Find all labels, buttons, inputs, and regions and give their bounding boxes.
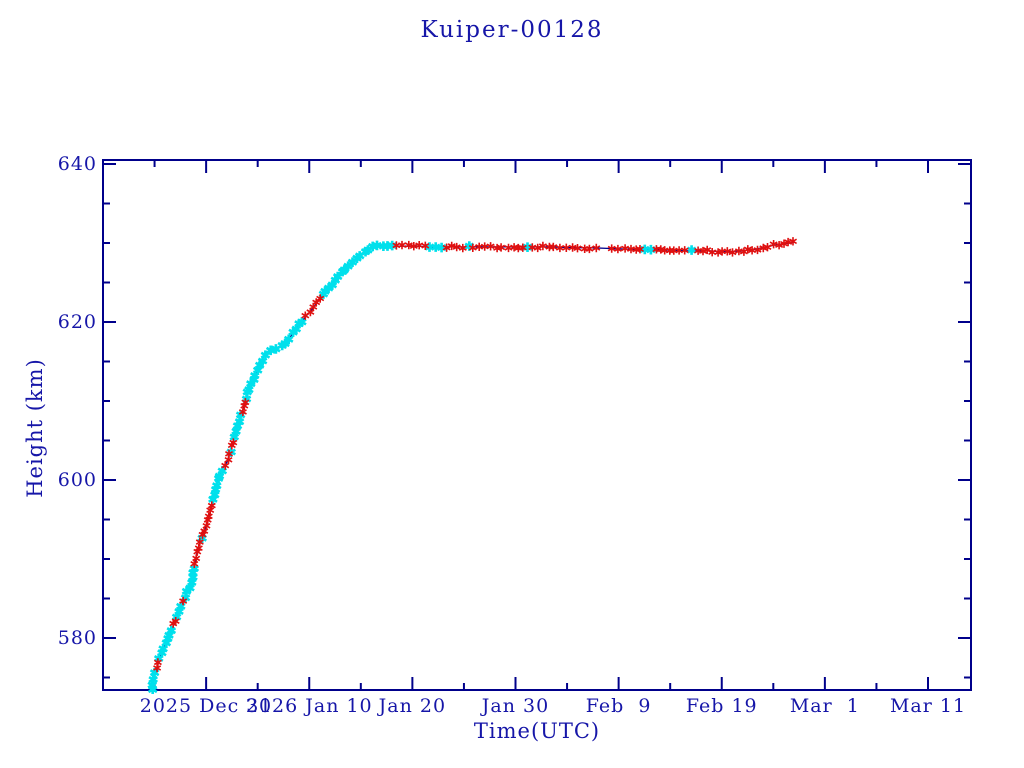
x-tick-label: Mar 11	[889, 695, 967, 717]
chart-title: Kuiper-00128	[420, 17, 604, 43]
axis-ticks	[102, 160, 971, 690]
x-tick-label: Feb 9	[585, 695, 652, 717]
data-layer	[147, 237, 798, 694]
x-tick-label: Jan 30	[481, 695, 550, 717]
x-tick-label: Jan 20	[378, 695, 447, 717]
y-tick-label: 640	[57, 153, 97, 175]
y-tick-label: 620	[57, 311, 97, 333]
x-tick-label: Mar 1	[789, 695, 860, 717]
x-tick-label: Feb 19	[685, 695, 758, 717]
red-markers	[153, 237, 798, 673]
plot-frame	[102, 159, 972, 691]
x-axis-label: Time(UTC)	[473, 719, 601, 743]
y-tick-label: 600	[57, 469, 97, 491]
y-tick-label: 580	[57, 627, 97, 649]
height-curve	[151, 241, 796, 691]
cyan-markers	[147, 240, 697, 694]
x-tick-label: 2026 Jan 10	[245, 695, 373, 717]
x-tick-label: 2025 Dec 31	[139, 695, 273, 717]
